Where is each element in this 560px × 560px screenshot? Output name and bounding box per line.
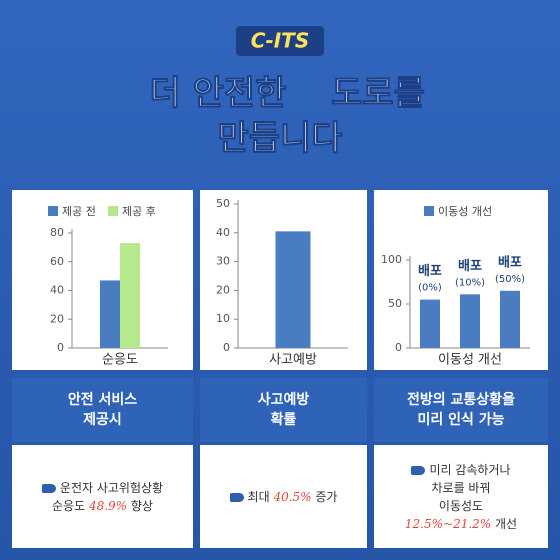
title-b: 도로를 (331, 74, 425, 114)
bar (460, 294, 480, 348)
y-tick-label: 40 (50, 284, 64, 297)
desc-line: 12.5%~21.2% 개선 (405, 515, 517, 533)
x-tick-label: 순응도 (102, 353, 138, 368)
y-tick-label: 60 (50, 255, 64, 268)
bar-label: 배포 (498, 254, 522, 270)
desc-line: 순응도 48.9% 향상 (52, 497, 153, 515)
y-tick-label: 20 (216, 283, 230, 296)
hand-icon (229, 492, 244, 502)
panel-head (374, 378, 548, 442)
bar-label: 배포 (418, 263, 442, 279)
desc-text: 이동성도 (438, 498, 484, 513)
legend-swatch (108, 206, 118, 216)
desc-line: 차로를 바꿔 (431, 479, 490, 497)
desc: 최대 40.5% 증가 (200, 445, 367, 548)
legend-swatch (48, 206, 58, 216)
desc-text: 개선 (491, 516, 518, 531)
desc-text: 운전자 사고위험상황 (59, 480, 164, 495)
desc-line: 이동성도 (439, 497, 483, 515)
bar (275, 231, 311, 348)
legend-label: 제공 후 (122, 205, 156, 218)
bar-sublabel: (0%) (418, 283, 442, 294)
panel-heading: 안전 서비스 (68, 391, 137, 408)
panel-heading: 미리 인식 가능 (417, 411, 504, 428)
legend-label: 이동성 개선 (438, 205, 492, 218)
title-line2: 만듭니다 (217, 119, 342, 159)
y-tick-label: 0 (57, 341, 64, 354)
panel-heading: 제공시 (83, 412, 122, 428)
highlight: 48.9% (88, 498, 128, 513)
highlight: 12.5%~21.2% (404, 516, 492, 531)
panel-body (200, 445, 367, 548)
hand-icon (41, 483, 56, 493)
y-tick-label: 50 (388, 297, 402, 310)
panel-head (200, 378, 367, 442)
desc: 미리 감속하거나 차로를 바꿔 이동성도 12.5%~21.2% 개선 (374, 445, 548, 548)
y-tick-label: 50 (216, 197, 230, 210)
y-tick-label: 30 (216, 255, 230, 268)
desc: 운전자 사고위험상황 순응도 48.9% 향상 (12, 445, 193, 548)
y-tick-label: 40 (216, 226, 230, 239)
title-a: 더 안전한 (150, 74, 287, 114)
desc-line: 최대 40.5% 증가 (229, 488, 338, 506)
bar (100, 280, 120, 348)
panel-head (12, 378, 193, 442)
bar-sublabel: (10%) (455, 277, 485, 288)
desc-text: 증가 (311, 489, 338, 504)
panel-heading: 전방의 교통상황을 (407, 391, 515, 408)
desc-text: 순응도 (52, 498, 89, 513)
x-tick-label: 사고예방 (269, 353, 317, 368)
y-tick-label: 10 (216, 312, 230, 325)
y-tick-label: 0 (395, 341, 402, 354)
panel-heading: 확률 (271, 411, 297, 428)
bar (120, 243, 140, 348)
desc-text: 향상 (127, 498, 153, 513)
desc-line: 미리 감속하거나 (411, 461, 511, 479)
y-tick-label: 0 (223, 341, 230, 354)
panel-body (374, 445, 548, 548)
bar-sublabel: (50%) (495, 274, 525, 285)
badge-bg (236, 26, 324, 56)
legend-label: 제공 전 (62, 205, 96, 218)
legend-swatch (424, 206, 434, 216)
y-tick-label: 20 (50, 312, 64, 325)
desc-line: 운전자 사고위험상황 (41, 479, 164, 497)
x-axis-label: 이동성 개선 (438, 353, 502, 368)
desc-text: 차로를 바꿔 (431, 480, 491, 495)
hand-icon (411, 465, 426, 475)
y-tick-label: 100 (381, 253, 402, 266)
panel-body (12, 445, 193, 548)
bar (500, 290, 520, 348)
bar-label: 배포 (458, 258, 482, 274)
badge: C-ITS (251, 29, 309, 53)
desc-text: 최대 (247, 489, 274, 504)
desc-text: 미리 감속하거나 (429, 462, 511, 477)
bar (420, 299, 440, 348)
panel-heading: 사고예방 (258, 391, 310, 408)
highlight: 40.5% (273, 489, 312, 504)
y-tick-label: 80 (50, 226, 64, 239)
